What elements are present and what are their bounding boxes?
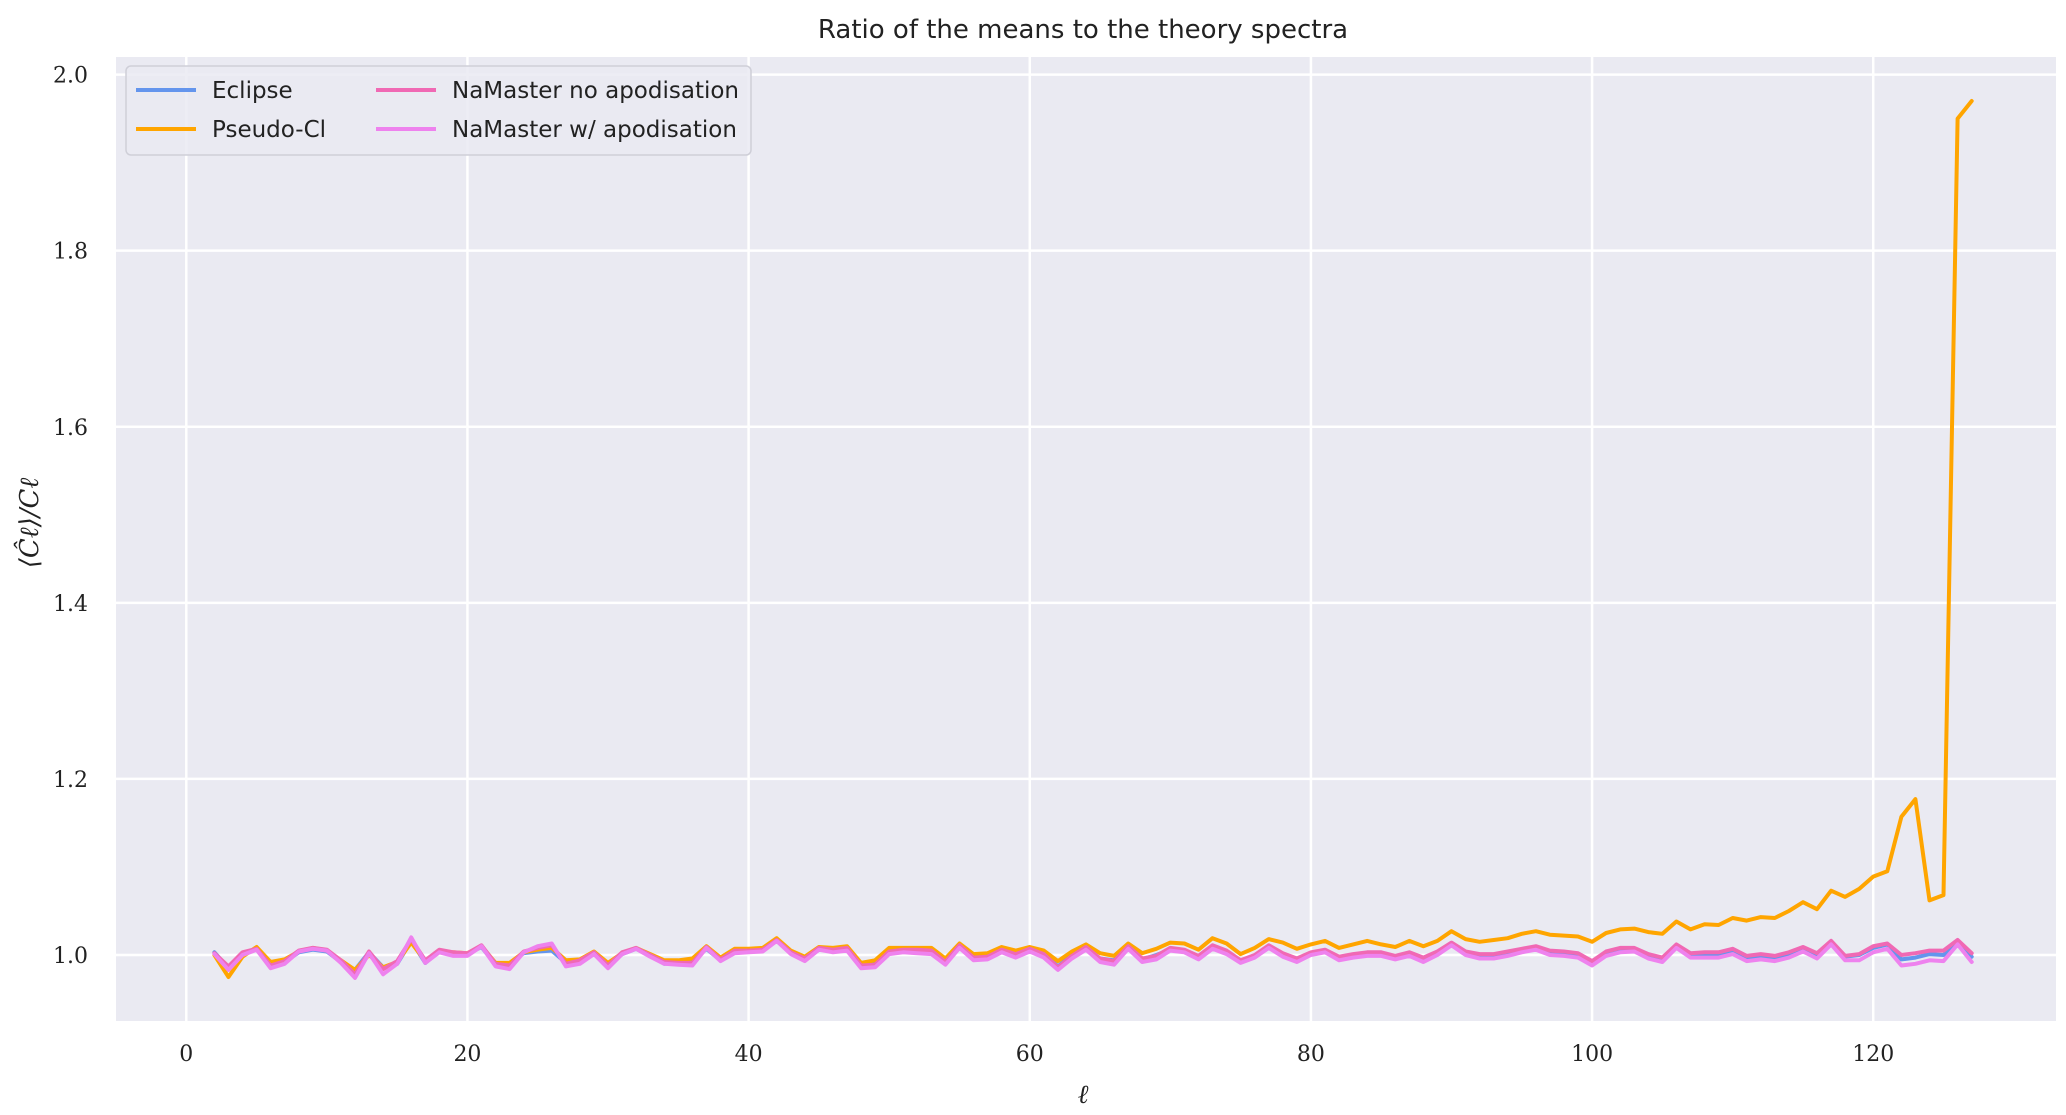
legend-entry: NaMaster w/ apodisation xyxy=(452,117,737,143)
y-tick-label: 1.8 xyxy=(53,240,88,265)
legend-entry: Eclipse xyxy=(212,78,293,104)
series-line-3 xyxy=(212,935,1974,980)
x-tick-label: 100 xyxy=(1571,1042,1613,1067)
legend-entry: Pseudo-Cl xyxy=(212,117,326,143)
y-tick-label: 1.6 xyxy=(53,416,88,441)
x-tick-label: 20 xyxy=(453,1042,481,1067)
x-tick-label: 40 xyxy=(735,1042,763,1067)
y-axis-label: ⟨Ĉℓ⟩/Cℓ xyxy=(13,478,45,569)
x-axis-label: ℓ xyxy=(1078,1080,1089,1110)
y-tick-label: 1.2 xyxy=(53,768,88,793)
series-line-1 xyxy=(212,99,1974,979)
y-tick-label: 1.0 xyxy=(53,944,88,969)
chart-title: Ratio of the means to the theory spectra xyxy=(818,15,1348,45)
x-tick-label: 0 xyxy=(179,1042,193,1067)
x-tick-labels: 0 20 40 60 80 100 120 xyxy=(179,1042,1894,1067)
y-tick-label: 2.0 xyxy=(53,64,88,89)
series-lines xyxy=(212,99,1974,980)
x-tick-label: 80 xyxy=(1297,1042,1325,1067)
x-tick-label: 60 xyxy=(1016,1042,1044,1067)
legend-entry: NaMaster no apodisation xyxy=(452,78,739,104)
legend: Eclipse Pseudo-Cl NaMaster no apodisation N… xyxy=(125,65,752,156)
series-line-2 xyxy=(212,937,1974,977)
y-tick-labels: 1.0 1.2 1.4 1.6 1.8 2.0 xyxy=(53,64,88,969)
plot-area xyxy=(116,57,2056,1021)
legend-box xyxy=(125,65,752,156)
grid-lines xyxy=(116,57,2056,1021)
y-tick-label: 1.4 xyxy=(53,592,88,617)
x-tick-label: 120 xyxy=(1852,1042,1894,1067)
